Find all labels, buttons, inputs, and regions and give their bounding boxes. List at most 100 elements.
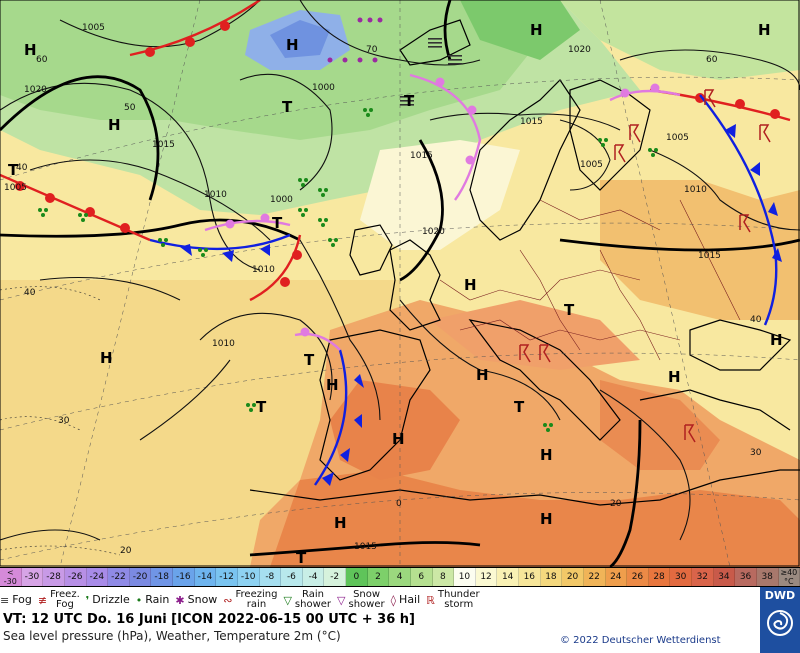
svg-text:1020: 1020 xyxy=(24,85,47,95)
low-center: T xyxy=(514,398,525,416)
scale-cell: 18 xyxy=(540,568,563,586)
svg-text:1000: 1000 xyxy=(270,195,293,205)
high-center: H xyxy=(464,276,477,294)
svg-text:20: 20 xyxy=(610,499,622,509)
high-center: H xyxy=(24,41,37,59)
scale-cell: 14 xyxy=(497,568,519,586)
scale-cell: 34 xyxy=(713,568,736,586)
high-center: H xyxy=(100,349,113,367)
legend-label: Fog xyxy=(12,593,32,606)
drizzle-icon: ❜ xyxy=(85,593,90,607)
svg-text:1005: 1005 xyxy=(580,160,603,170)
valid-time: VT: 12 UTC Do. 16 Juni [ICON 2022-06-15 … xyxy=(3,612,415,627)
pressure-centers: H H H H H H H H H H H H H H H T T T T T xyxy=(8,21,783,567)
copyright: © 2022 Deutscher Wetterdienst xyxy=(560,635,721,646)
snow-shower-icon: ▽ xyxy=(337,593,346,607)
scale-cell: -12 xyxy=(216,568,238,586)
legend-item-rain: • Rain xyxy=(136,594,170,607)
scale-cell: -28 xyxy=(43,568,65,586)
map-description: Sea level pressure (hPa), Weather, Tempe… xyxy=(3,629,341,643)
scale-cell: 16 xyxy=(519,568,541,586)
legend-label: Drizzle xyxy=(92,593,130,606)
legend-item-snow-shower: ▽ Snow shower xyxy=(337,590,385,610)
svg-text:1010: 1010 xyxy=(204,190,227,200)
occluded-front xyxy=(204,73,681,351)
legend-item-thunderstorm: ℝ Thunder storm xyxy=(426,590,479,610)
scale-cell: 26 xyxy=(627,568,649,586)
scale-cell: -18 xyxy=(151,568,173,586)
map-canvas: H H H H H H H H H H H H H H H T T T T T xyxy=(0,0,800,567)
scale-cell: 30 xyxy=(670,568,692,586)
scale-cell: -30 xyxy=(21,568,44,586)
legend-item-snow: ✱ Snow xyxy=(175,594,217,607)
high-center: H xyxy=(668,368,681,386)
thunderstorm-symbols xyxy=(519,89,771,443)
svg-text:1005: 1005 xyxy=(666,133,689,143)
svg-text:70: 70 xyxy=(366,45,378,55)
weather-map: H H H H H H H H H H H H H H H T T T T T xyxy=(0,0,800,567)
svg-text:1010: 1010 xyxy=(252,265,275,275)
thunderstorm-icon: ℝ xyxy=(426,593,435,607)
legend-item-drizzle: ❜ Drizzle xyxy=(86,594,130,607)
fog-icon: ≡ xyxy=(0,593,10,607)
high-center: H xyxy=(286,36,299,54)
scale-cell: 38 xyxy=(756,568,779,586)
high-center: H xyxy=(540,510,553,528)
svg-text:1010: 1010 xyxy=(684,185,707,195)
scale-cell: ≥40 °C xyxy=(778,568,800,586)
svg-text:1005: 1005 xyxy=(82,23,105,33)
high-center: H xyxy=(476,366,489,384)
scale-cell: -4 xyxy=(302,568,325,586)
high-center: H xyxy=(326,376,339,394)
info-panel xyxy=(0,613,760,653)
scale-cell: 24 xyxy=(605,568,628,586)
high-center: H xyxy=(530,21,543,39)
svg-text:1020: 1020 xyxy=(422,227,445,237)
weather-legend: ≡ Fog ≢ Freez. Fog ❜ Drizzle • Rain ✱ Snow ∾ Freezi… xyxy=(0,587,760,613)
svg-text:20: 20 xyxy=(120,546,132,556)
svg-text:40: 40 xyxy=(24,288,36,298)
scale-cell: 36 xyxy=(735,568,757,586)
swirl-icon xyxy=(767,610,793,636)
scale-cell: 0 xyxy=(346,568,368,586)
scale-cell: 20 xyxy=(562,568,584,586)
hail-icon: ◊ xyxy=(390,593,397,607)
scale-cell: -8 xyxy=(259,568,282,586)
scale-cell: 12 xyxy=(475,568,498,586)
scale-cell: 10 xyxy=(454,568,476,586)
high-center: H xyxy=(392,430,405,448)
main-isobars xyxy=(0,0,800,567)
svg-text:50: 50 xyxy=(124,103,136,113)
legend-label: Rain shower xyxy=(294,589,332,610)
rain-icon: • xyxy=(135,593,143,607)
svg-text:30: 30 xyxy=(750,448,762,458)
svg-text:40: 40 xyxy=(16,163,28,173)
scale-cell: -6 xyxy=(281,568,303,586)
svg-text:1015: 1015 xyxy=(410,151,433,161)
scale-cell: -14 xyxy=(194,568,217,586)
svg-text:60: 60 xyxy=(36,55,48,65)
temperature-labels: 60 50 70 40 30 20 0 40 60 40 30 20 xyxy=(16,45,762,556)
legend-item-freezing-fog: ≢ Freez. Fog xyxy=(38,590,80,610)
high-center: H xyxy=(108,116,121,134)
temperature-isolines xyxy=(0,286,121,556)
legend-item-fog: ≡ Fog xyxy=(0,594,32,607)
fog-symbols xyxy=(400,38,462,106)
scale-cell: 28 xyxy=(648,568,671,586)
scale-cell: < -30 xyxy=(0,568,22,586)
svg-text:1015: 1015 xyxy=(698,251,721,261)
svg-text:30: 30 xyxy=(58,416,70,426)
isobar-labels: 1005 1015 1000 1010 1020 1015 1015 1020 … xyxy=(4,23,721,552)
temperature-color-scale: < -30 -30 -28 -26 -24 -22 -20 -18 -16 -14 -12 -10 -8… xyxy=(0,567,800,587)
scale-cell: 2 xyxy=(367,568,390,586)
scale-cell: -20 xyxy=(129,568,152,586)
high-center: H xyxy=(334,514,347,532)
svg-text:1020: 1020 xyxy=(568,45,591,55)
legend-label: Thunder storm xyxy=(437,589,480,610)
legend-label: Rain xyxy=(145,593,170,606)
low-center: T xyxy=(256,398,267,416)
scale-cell: -26 xyxy=(64,568,87,586)
svg-text:0: 0 xyxy=(396,499,402,509)
svg-text:1015: 1015 xyxy=(354,542,377,552)
